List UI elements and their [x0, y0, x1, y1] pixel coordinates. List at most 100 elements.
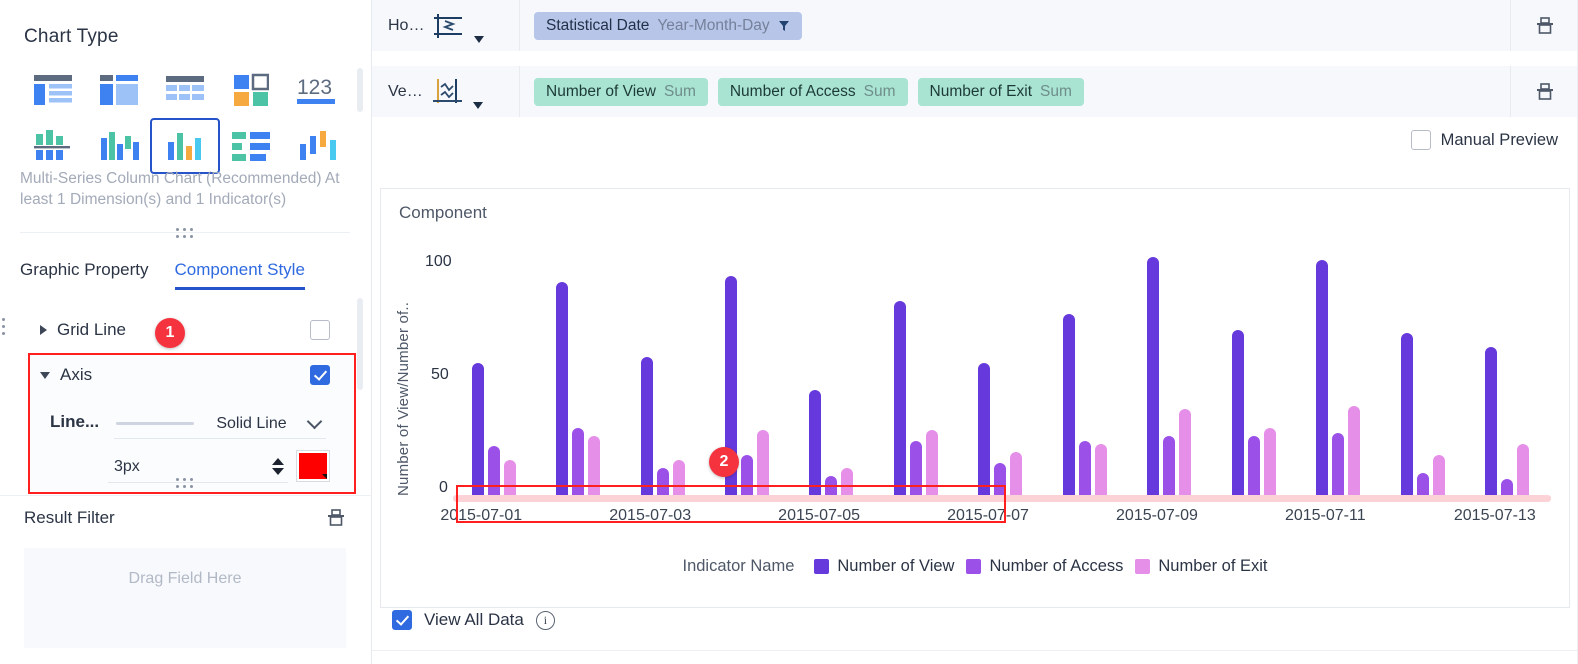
manual-preview-checkbox[interactable] — [1410, 130, 1431, 150]
chart-type-table-list-icon[interactable] — [20, 64, 86, 116]
grid-line-checkbox[interactable] — [310, 320, 330, 340]
bar-2[interactable] — [756, 430, 769, 495]
field-chip-statistical-date[interactable]: Statistical Date Year-Month-Day — [534, 11, 802, 40]
bar-group[interactable] — [471, 362, 516, 495]
info-icon[interactable]: i — [535, 610, 555, 630]
broom-icon[interactable] — [1535, 16, 1555, 36]
bar-1[interactable] — [1078, 441, 1091, 495]
bar-0[interactable] — [893, 300, 906, 495]
bar-2[interactable] — [588, 435, 601, 495]
field-chip-number-of-exit[interactable]: Number of Exit Sum — [917, 77, 1084, 106]
bar-1[interactable] — [487, 446, 500, 495]
bar-group[interactable] — [1062, 314, 1107, 495]
bar-0[interactable] — [809, 389, 822, 495]
bar-1[interactable] — [1501, 478, 1514, 495]
bar-0[interactable] — [1316, 260, 1329, 495]
bar-2[interactable] — [1517, 443, 1530, 495]
grid-line-expand-icon[interactable] — [40, 325, 47, 335]
legend-item-number-of-view[interactable]: Number of View — [814, 557, 954, 576]
bar-1[interactable] — [572, 427, 585, 495]
bar-2[interactable] — [1179, 408, 1192, 495]
stepper-arrows[interactable] — [272, 458, 288, 475]
panel-drag-dots[interactable] — [2, 318, 5, 335]
bar-2[interactable] — [1432, 454, 1445, 495]
bar-1[interactable] — [656, 468, 669, 495]
bar-group[interactable] — [1400, 333, 1445, 495]
axis-checkbox[interactable] — [310, 365, 330, 385]
bar-0[interactable] — [1147, 257, 1160, 495]
x-axis-label: 2015-07-03 — [609, 507, 692, 524]
legend-item-number-of-access[interactable]: Number of Access — [966, 557, 1123, 576]
chart-type-multi-series-column-chart-icon[interactable] — [150, 118, 220, 174]
bar-1[interactable] — [1247, 435, 1260, 495]
chart-type-table-column-icon[interactable] — [86, 64, 152, 116]
field-chip-number-of-access[interactable]: Number of Access Sum — [717, 77, 908, 106]
bar-1[interactable] — [909, 441, 922, 495]
tab-graphic-property[interactable]: Graphic Property — [20, 260, 149, 279]
stepper-up-icon[interactable] — [272, 458, 284, 465]
panel-resize-handle[interactable] — [176, 228, 193, 238]
result-filter-clear-broom-icon[interactable] — [326, 508, 346, 533]
bar-2[interactable] — [841, 468, 854, 495]
chart-type-multi-series-column-mixed-icon[interactable] — [86, 120, 152, 172]
bar-group[interactable] — [978, 362, 1023, 495]
bar-2[interactable] — [925, 430, 938, 495]
axis-row[interactable]: Axis — [40, 365, 330, 385]
bar-0[interactable] — [978, 362, 991, 495]
chart-type-scrollbar-thumb[interactable] — [357, 68, 363, 112]
bar-group[interactable] — [724, 276, 769, 495]
tab-component-style[interactable]: Component Style — [174, 260, 306, 290]
legend-item-number-of-exit[interactable]: Number of Exit — [1135, 557, 1268, 576]
bar-1[interactable] — [740, 454, 753, 495]
bar-group[interactable] — [1485, 346, 1530, 495]
bar-group[interactable] — [640, 357, 685, 495]
bar-1[interactable] — [1416, 473, 1429, 495]
bar-0[interactable] — [1400, 333, 1413, 495]
horizontal-shelf-clear[interactable] — [1510, 0, 1578, 51]
bar-group[interactable] — [1147, 257, 1192, 495]
vertical-shelf-clear[interactable] — [1510, 66, 1578, 117]
horizontal-axis-shelf-label[interactable]: Ho… — [372, 0, 520, 51]
line-color-swatch[interactable] — [296, 450, 330, 482]
bar-0[interactable] — [1062, 314, 1075, 495]
vertical-axis-dropdown-icon[interactable] — [472, 102, 483, 109]
bar-2[interactable] — [1348, 405, 1361, 495]
line-style-select[interactable]: Solid Line — [114, 409, 326, 439]
horizontal-axis-dropdown-icon[interactable] — [474, 36, 485, 43]
chart-type-cross-table-icon[interactable] — [152, 64, 218, 116]
result-filter-dropzone[interactable]: Drag Field Here — [24, 548, 346, 648]
grid-line-row[interactable]: Grid Line — [40, 320, 330, 340]
field-chip-number-of-view[interactable]: Number of View Sum — [534, 77, 708, 106]
line-width-stepper[interactable]: 3px — [108, 451, 288, 483]
bar-0[interactable] — [471, 362, 484, 495]
bar-1[interactable] — [1332, 432, 1345, 495]
view-all-data-checkbox[interactable] — [392, 610, 412, 630]
chevron-down-icon[interactable] — [306, 413, 323, 429]
chart-type-number-123-icon[interactable]: 123 — [284, 64, 350, 116]
bar-1[interactable] — [1163, 435, 1176, 495]
bar-group[interactable] — [893, 300, 938, 495]
stepper-down-icon[interactable] — [272, 468, 284, 475]
bar-0[interactable] — [1231, 330, 1244, 495]
bar-group[interactable] — [809, 389, 854, 495]
bar-0[interactable] — [724, 276, 737, 495]
bar-0[interactable] — [640, 357, 653, 495]
property-scrollbar-thumb[interactable] — [357, 298, 363, 390]
chart-type-kpi-block-icon[interactable] — [218, 64, 284, 116]
bar-0[interactable] — [556, 281, 569, 495]
bar-2[interactable] — [1010, 451, 1023, 495]
bar-group[interactable] — [1316, 260, 1361, 495]
funnel-icon[interactable] — [778, 20, 790, 32]
vertical-axis-shelf-label[interactable]: Ve… — [372, 66, 520, 117]
bar-group[interactable] — [1231, 330, 1276, 495]
broom-icon[interactable] — [1535, 82, 1555, 102]
bar-group[interactable] — [556, 281, 601, 495]
bar-2[interactable] — [1094, 443, 1107, 495]
chart-type-grouped-column-icon[interactable] — [20, 120, 86, 172]
chart-type-bar-chart-icon[interactable] — [218, 120, 284, 172]
bar-0[interactable] — [1485, 346, 1498, 495]
bar-2[interactable] — [1263, 427, 1276, 495]
axis-collapse-icon[interactable] — [40, 371, 50, 379]
chart-type-range-column-icon[interactable] — [284, 120, 350, 172]
axis-section-resize-dots[interactable] — [176, 478, 193, 488]
